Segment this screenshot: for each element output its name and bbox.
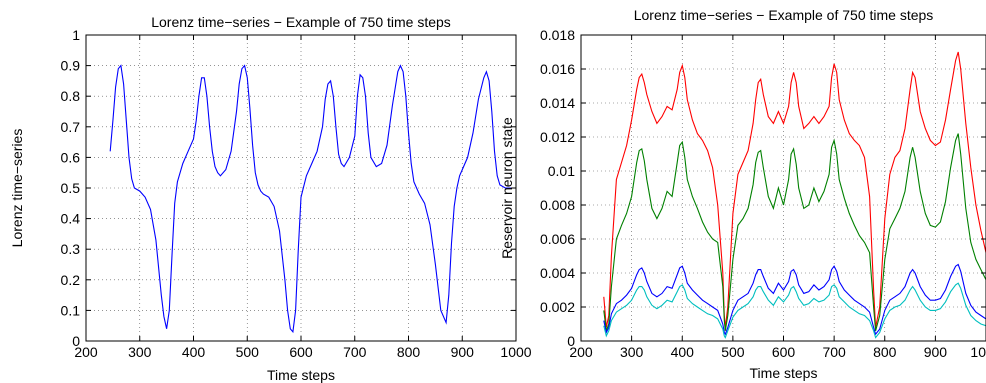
x-tick-label: 300 xyxy=(128,344,152,360)
y-tick-label: 0.8 xyxy=(61,88,81,104)
x-tick-label: 600 xyxy=(772,344,796,360)
y-tick-label: 0.4 xyxy=(61,211,81,227)
y-tick-label: 0 xyxy=(72,333,80,349)
series-line-0 xyxy=(109,64,516,334)
x-tick-label: 1000 xyxy=(500,344,531,360)
y-tick-label: 0.2 xyxy=(61,272,81,288)
y-tick-label: 0.7 xyxy=(61,119,81,135)
y-tick-label: 0.018 xyxy=(540,27,575,43)
x-tick-label: 800 xyxy=(873,344,897,360)
grid xyxy=(86,35,516,341)
x-tick-label: 200 xyxy=(569,344,593,360)
y-tick-label: 0.012 xyxy=(540,129,575,145)
y-tick-label: 0.3 xyxy=(61,241,81,257)
x-tick-label: 400 xyxy=(671,344,695,360)
chart-title: Lorenz time−series − Example of 750 time… xyxy=(634,7,934,23)
x-tick-label: 500 xyxy=(236,344,260,360)
y-tick-label: 0.5 xyxy=(61,180,81,196)
y-tick-label: 0.9 xyxy=(61,58,81,74)
x-tick-label: 700 xyxy=(822,344,846,360)
y-tick-label: 0.008 xyxy=(540,197,575,213)
x-tick-label: 900 xyxy=(451,344,475,360)
y-tick-label: 1 xyxy=(72,27,80,43)
y-tick-label: 0.004 xyxy=(540,265,575,281)
grid xyxy=(581,35,986,341)
x-axis-label: Time steps xyxy=(750,365,818,381)
x-tick-label: 600 xyxy=(289,344,313,360)
x-tick-label: 900 xyxy=(924,344,948,360)
series-line-1 xyxy=(603,133,986,331)
y-tick-label: 0.1 xyxy=(61,302,81,318)
series-line-2 xyxy=(603,263,986,336)
y-tick-label: 0.002 xyxy=(540,299,575,315)
lorenz-chart: 200 300 400 500 600 700 800 900 1000 0 0.1 0.2 0.3 0.… xyxy=(9,14,532,383)
y-tick-label: 0.016 xyxy=(540,61,575,77)
series-line-3 xyxy=(603,282,986,339)
y-tick-label: 0 xyxy=(567,333,575,349)
y-tick-label: 0.01 xyxy=(548,163,575,179)
y-axis-label: Reservoir neuron state xyxy=(499,117,515,259)
x-tick-label: 200 xyxy=(74,344,98,360)
x-tick-label: 1000 xyxy=(970,344,986,360)
x-tick-label: 800 xyxy=(397,344,421,360)
reservoir-chart: 200 300 400 500 600 700 800 900 1000 0 0.002 0.004 0… xyxy=(499,7,986,381)
y-tick-label: 0.014 xyxy=(540,95,575,111)
x-axis-label: Time steps xyxy=(267,367,335,383)
x-tick-label: 500 xyxy=(721,344,745,360)
x-tick-label: 400 xyxy=(182,344,206,360)
y-axis-label: Lorenz time−series xyxy=(9,129,25,248)
x-tick-label: 700 xyxy=(343,344,367,360)
y-tick-label: 0.6 xyxy=(61,149,81,165)
chart-title: Lorenz time−series − Example of 750 time… xyxy=(151,14,451,30)
x-tick-label: 300 xyxy=(620,344,644,360)
y-tick-label: 0.006 xyxy=(540,231,575,247)
series-line-0 xyxy=(603,51,986,328)
